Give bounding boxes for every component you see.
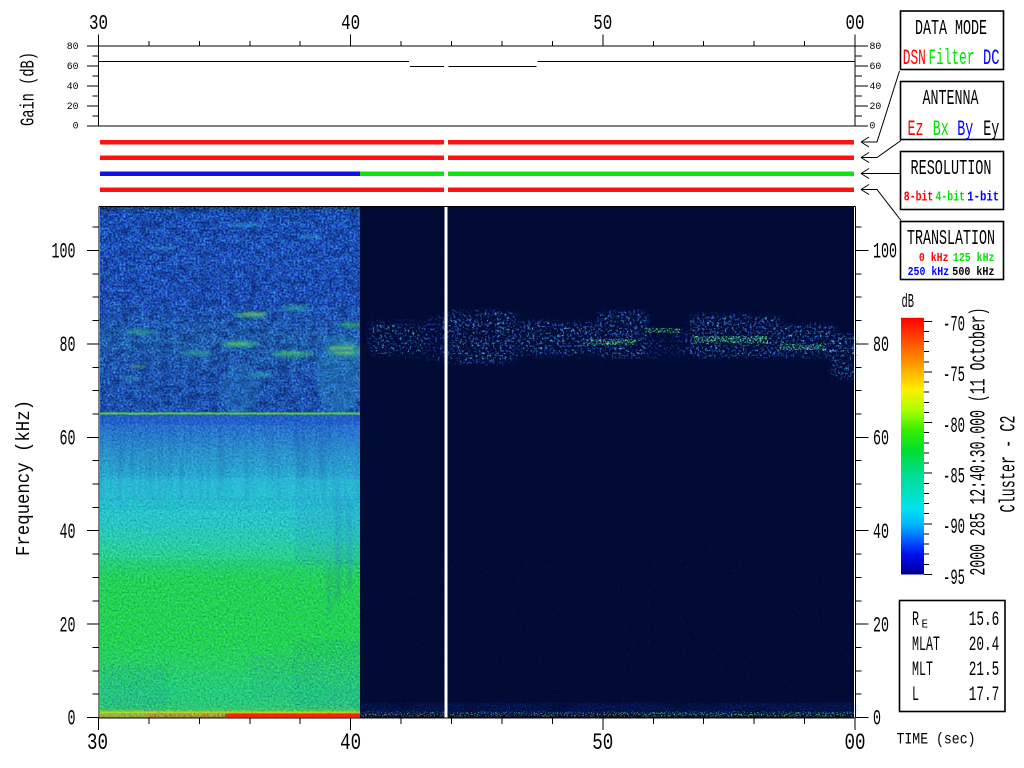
svg-text:DATA MODE: DATA MODE [915,17,987,41]
svg-text:40: 40 [870,82,882,93]
svg-text:-75: -75 [943,363,965,388]
svg-text:60: 60 [873,426,889,452]
svg-text:Gain (dB): Gain (dB) [18,52,40,126]
svg-text:40: 40 [341,13,360,36]
svg-text:40: 40 [340,730,361,757]
svg-text:80: 80 [60,332,76,358]
svg-text:-95: -95 [943,566,965,591]
svg-text:0: 0 [870,122,876,133]
svg-text:00: 00 [845,730,866,757]
svg-text:0: 0 [73,122,79,133]
svg-text:TRANSLATION: TRANSLATION [907,227,995,251]
svg-text:Ez: Ez [908,117,924,142]
svg-text:-90: -90 [943,515,965,540]
svg-text:30: 30 [87,730,108,757]
svg-text:8-bit: 8-bit [904,189,934,205]
svg-text:0 kHz: 0 kHz [919,251,949,265]
svg-text:-85: -85 [943,465,965,490]
svg-text:17.7: 17.7 [969,684,1000,707]
svg-text:dB: dB [902,291,915,313]
svg-text:DSN: DSN [903,46,926,71]
svg-text:20: 20 [870,102,882,113]
svg-text:TIME (sec): TIME (sec) [897,731,976,749]
svg-text:500 kHz: 500 kHz [952,265,994,279]
svg-text:60: 60 [67,62,79,73]
svg-text:E: E [922,618,929,632]
svg-text:100: 100 [873,239,897,265]
svg-text:2000 285 12:40:30.000 (11 Octo: 2000 285 12:40:30.000 (11 October) [967,308,992,576]
svg-text:ANTENNA: ANTENNA [923,87,979,111]
svg-text:R: R [912,609,919,632]
svg-text:20: 20 [873,612,889,638]
svg-text:20.4: 20.4 [969,634,1000,657]
svg-text:Filter: Filter [929,46,975,71]
svg-text:Bx: Bx [933,117,949,142]
svg-text:MLT: MLT [912,659,933,682]
svg-text:By: By [957,117,973,142]
svg-text:0: 0 [873,706,881,732]
svg-text:125 kHz: 125 kHz [953,251,995,265]
svg-text:-80: -80 [943,414,965,439]
svg-text:00: 00 [846,13,865,36]
svg-text:50: 50 [593,13,612,36]
svg-text:15.6: 15.6 [969,609,1000,632]
svg-text:DC: DC [983,46,1000,71]
svg-text:250 kHz: 250 kHz [908,265,950,279]
svg-text:-70: -70 [943,313,965,338]
svg-text:40: 40 [67,82,79,93]
svg-text:Ey: Ey [983,117,999,142]
svg-text:L: L [912,684,919,707]
svg-text:60: 60 [870,62,882,73]
svg-text:50: 50 [592,730,613,757]
svg-text:60: 60 [60,426,76,452]
svg-text:100: 100 [52,239,76,265]
svg-text:4-bit: 4-bit [936,189,966,205]
svg-text:80: 80 [873,332,889,358]
svg-text:40: 40 [60,519,76,545]
svg-text:Cluster - C2: Cluster - C2 [997,416,1022,513]
svg-text:20: 20 [60,612,76,638]
svg-text:0: 0 [68,706,76,732]
svg-text:21.5: 21.5 [969,659,1000,682]
svg-text:40: 40 [873,519,889,545]
svg-text:1-bit: 1-bit [967,189,999,205]
svg-text:Frequency (kHz): Frequency (kHz) [13,400,35,556]
svg-text:RESOLUTION: RESOLUTION [911,157,992,181]
svg-text:80: 80 [67,42,79,53]
svg-text:30: 30 [89,13,108,36]
svg-text:20: 20 [67,102,79,113]
svg-text:MLAT: MLAT [912,634,940,657]
svg-text:80: 80 [870,42,882,53]
